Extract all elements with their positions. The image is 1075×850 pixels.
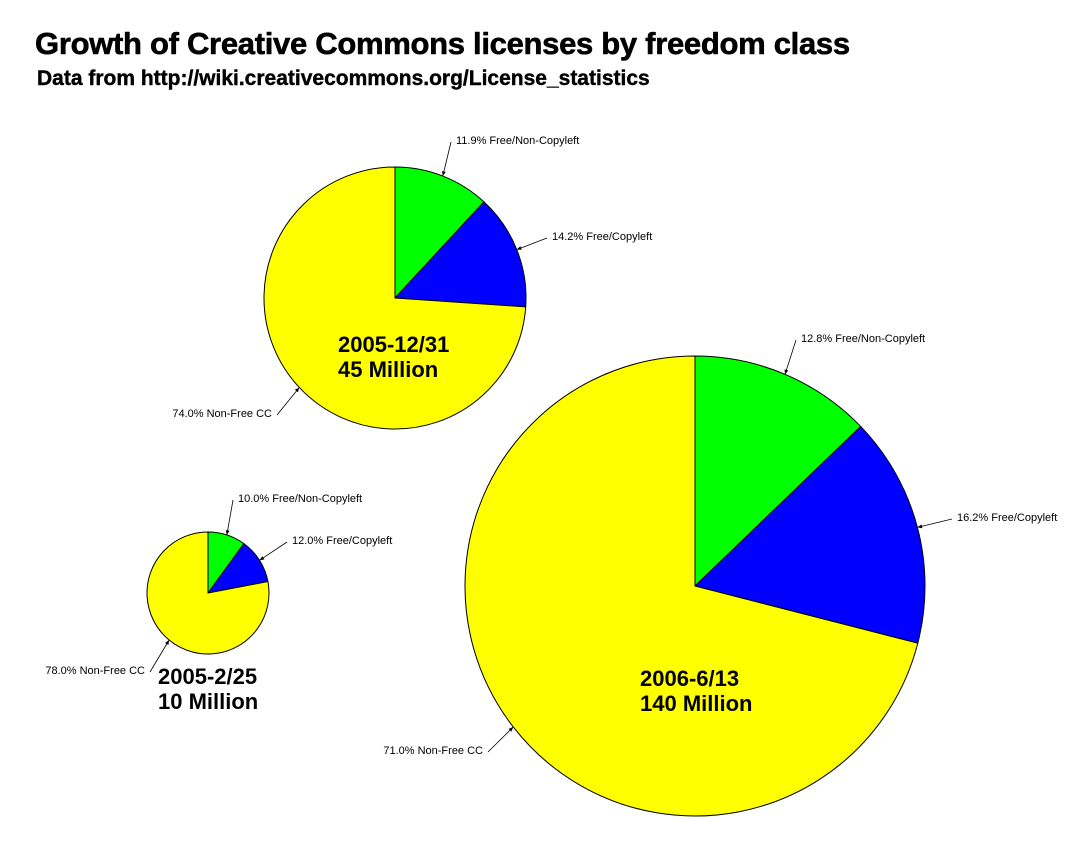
pie-3-slice-free-non-copyleft [694, 355, 862, 588]
pie-2-callout-line-non-free-cc [276, 387, 300, 416]
chart-title: Growth of Creative Commons licenses by f… [35, 26, 851, 62]
pie-2-date: 2005-12/31 [338, 332, 449, 357]
pie-1-callout-arrow-free-copyleft [259, 556, 265, 561]
pie-1-label-free-non-copyleft: 10.0% Free/Non-Copyleft [238, 493, 362, 505]
pie-2-label-free-non-copyleft: 11.9% Free/Non-Copyleft [456, 135, 579, 147]
pie-1-total: 10 Million [158, 689, 258, 714]
pie-1-label-non-free-cc: 78.0% Non-Free CC [45, 665, 145, 677]
pie-3-label-non-free-cc: 71.0% Non-Free CC [383, 745, 483, 757]
pie-1-callout-arrow-free-non-copyleft [225, 530, 230, 535]
pie-1-callout-line-free-copyleft [259, 541, 288, 561]
pie-3-callout-arrow-free-copyleft [917, 524, 923, 529]
pie-2-slice-free-copyleft [393, 201, 527, 308]
pie-2-slice-non-free-cc [263, 166, 527, 430]
pie-2-label-non-free-cc: 74.0% Non-Free CC [172, 408, 272, 420]
pie-3-date: 2006-6/13 [640, 666, 739, 691]
pie-3-label-free-non-copyleft: 12.8% Free/Non-Copyleft [801, 333, 925, 345]
pie-3-slice-free-copyleft [694, 425, 926, 644]
pie-1-callout-arrow-non-free-cc [165, 640, 170, 645]
pie-2-total: 45 Million [338, 357, 438, 382]
pie-3-callout-arrow-non-free-cc [508, 726, 514, 732]
pie-3-callout-arrow-free-non-copyleft [784, 369, 789, 375]
pie-2-callout-line-free-non-copyleft [442, 141, 452, 177]
pie-2: 11.9% Free/Non-Copyleft 14.2% Free/Copyle… [172, 135, 652, 430]
chart-subtitle: Data from http://wiki.creativecommons.or… [37, 67, 650, 90]
pie-3-callout-line-free-copyleft [917, 518, 953, 528]
pie-3-callout-line-non-free-cc [487, 726, 514, 753]
pie-3-total: 140 Million [640, 691, 752, 716]
pie-1-callout-line-non-free-cc [149, 639, 170, 673]
pie-1-callout-line-free-non-copyleft [226, 499, 234, 536]
pie-1-date: 2005-2/25 [158, 664, 257, 689]
pie-2-label-free-copyleft: 14.2% Free/Copyleft [552, 231, 652, 243]
pie-1-label-free-copyleft: 12.0% Free/Copyleft [292, 535, 392, 547]
pie-2-slice-free-non-copyleft [394, 166, 485, 300]
pie-2-callout-arrow-free-non-copyleft [441, 171, 446, 177]
pie-2-callout-line-free-copyleft [516, 237, 548, 251]
pie-3: 12.8% Free/Non-Copyleft 16.2% Free/Copyle… [383, 333, 1057, 817]
pie-1: 10.0% Free/Non-Copyleft 12.0% Free/Copyle… [45, 493, 392, 714]
pie-3-callout-line-free-non-copyleft [784, 339, 797, 375]
pie-2-callout-arrow-non-free-cc [294, 387, 300, 393]
pie-1-slice-non-free-cc [146, 531, 270, 655]
pie-3-label-free-copyleft: 16.2% Free/Copyleft [957, 512, 1057, 524]
pie-2-callout-arrow-free-copyleft [516, 246, 522, 250]
